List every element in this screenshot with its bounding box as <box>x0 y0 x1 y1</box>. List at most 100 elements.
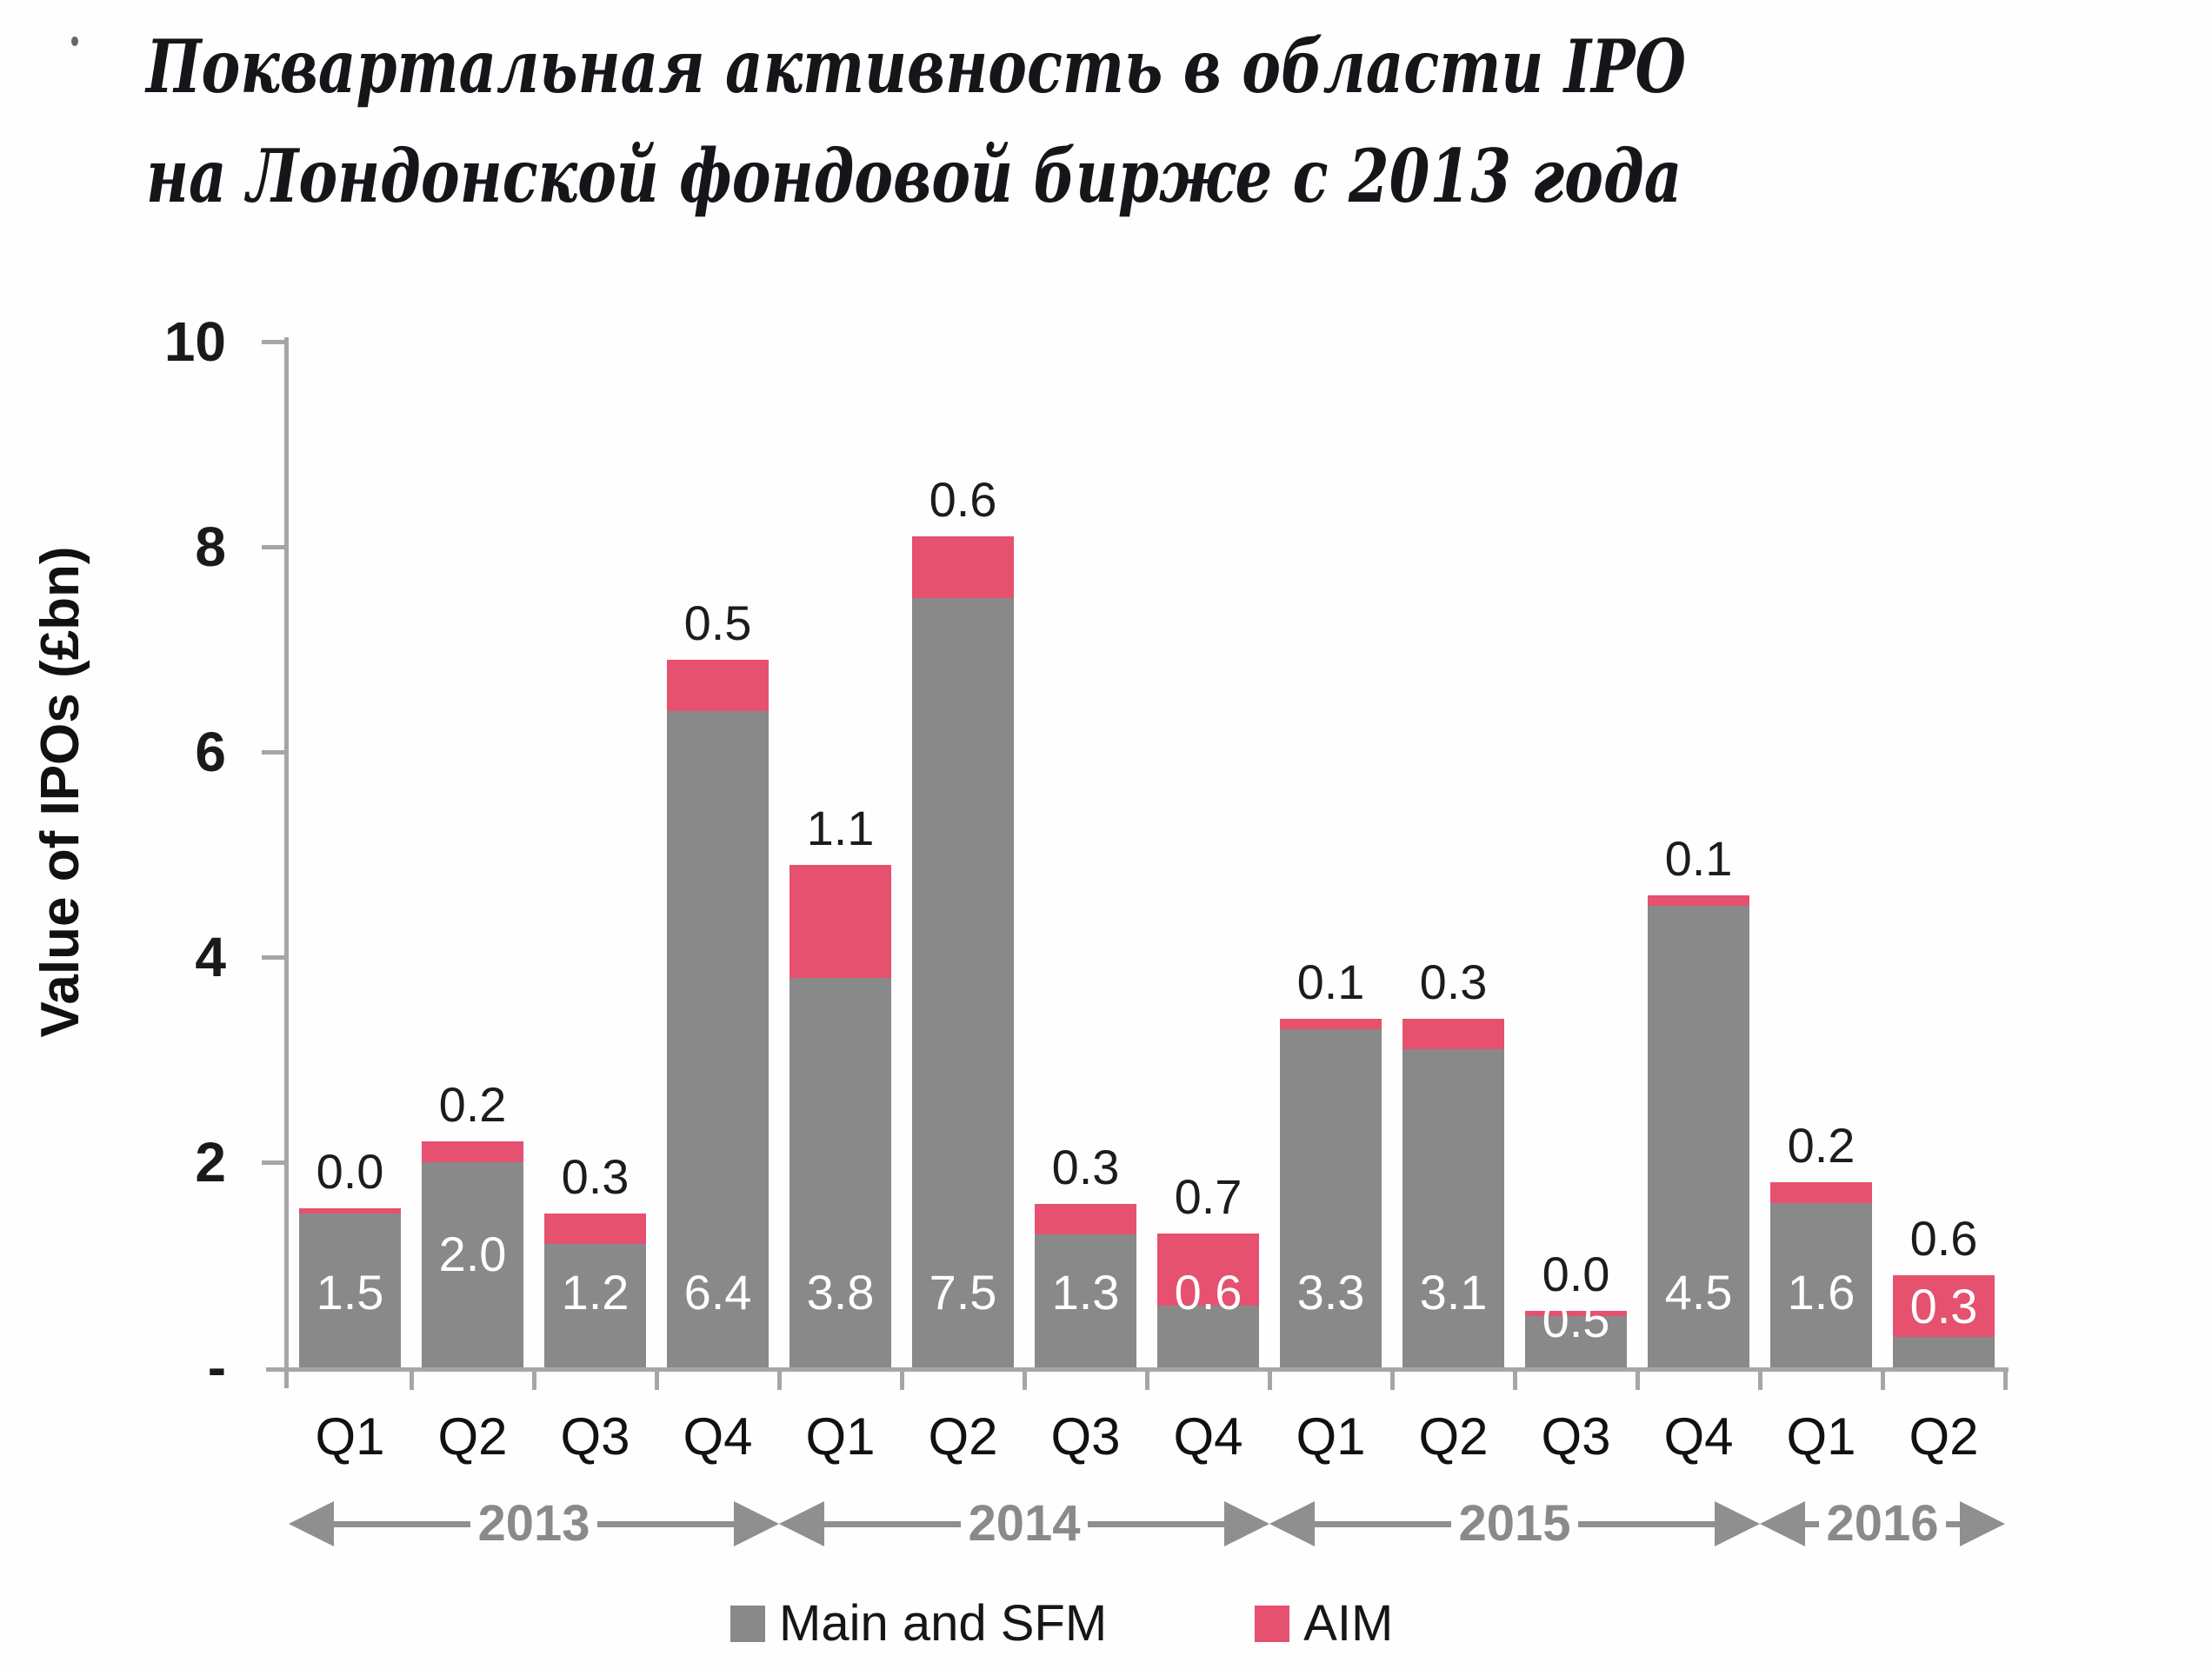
bar-aim-value-label: 1.1 <box>806 801 875 855</box>
bar-main-value-label: 6.4 <box>683 1265 752 1320</box>
x-axis-label: Q4 <box>1663 1407 1734 1466</box>
bar-aim-value-label: 0.1 <box>1296 954 1365 1009</box>
legend-swatch-icon <box>730 1606 765 1642</box>
bar-main-segment <box>790 978 891 1367</box>
bar-aim-segment <box>1770 1182 1872 1203</box>
y-axis-tick-label: 10 <box>163 310 226 373</box>
x-axis-label: Q3 <box>1050 1407 1121 1466</box>
x-axis-tick <box>1268 1367 1272 1390</box>
bar-aim-segment <box>299 1208 401 1214</box>
bar-aim-segment <box>1157 1233 1259 1306</box>
y-axis-tick <box>262 545 284 549</box>
bar-aim-segment <box>1280 1019 1382 1029</box>
x-axis-tick <box>2003 1367 2008 1390</box>
bar-main-value-label: 4.5 <box>1664 1265 1733 1320</box>
year-arrow-line <box>1577 1520 1715 1527</box>
y-axis-tick <box>262 955 284 960</box>
year-label: 2015 <box>1458 1495 1571 1552</box>
x-axis-line <box>266 1367 2009 1372</box>
bar-aim-segment <box>422 1141 523 1162</box>
year-arrow-line <box>1805 1520 1820 1527</box>
y-axis-tick <box>262 340 284 344</box>
x-axis-tick <box>1758 1367 1762 1390</box>
year-label: 2016 <box>1826 1495 1939 1552</box>
bar-main-value-label: 0.6 <box>1174 1265 1243 1320</box>
bar-main-value-label: 1.3 <box>1051 1265 1120 1320</box>
bar-main-segment <box>1648 906 1749 1367</box>
bar-aim-segment <box>912 536 1014 598</box>
chart-title-line1: Поквартальная активность в области IPO <box>146 23 1687 110</box>
year-range-2016: 2016 <box>1760 1495 2005 1552</box>
legend-label: Main and SFM <box>779 1595 1108 1652</box>
bar-main-segment <box>544 1244 646 1367</box>
x-axis-label: Q3 <box>560 1407 630 1466</box>
bar-main-value-label: 3.3 <box>1296 1265 1365 1320</box>
legend-item: Main and SFM <box>730 1599 1107 1649</box>
year-arrow-line <box>1087 1520 1224 1527</box>
x-axis-tick <box>1513 1367 1517 1390</box>
y-axis-tick <box>262 1160 284 1165</box>
bar-main-segment <box>912 598 1014 1367</box>
x-axis-tick <box>1636 1367 1640 1390</box>
bar-main-value-label: 3.8 <box>806 1265 875 1320</box>
y-axis-tick-label: 8 <box>195 515 226 578</box>
year-arrow-left-icon <box>779 1501 824 1546</box>
x-axis-label: Q2 <box>928 1407 998 1466</box>
bar-aim-segment <box>544 1214 646 1244</box>
x-axis-tick <box>1881 1367 1885 1390</box>
y-axis-tick-label: 2 <box>195 1131 226 1194</box>
chart-title: Поквартальная активность в области IPO н… <box>146 12 1686 231</box>
bar-aim-value-label: 0.5 <box>683 595 752 650</box>
legend-label: AIM <box>1303 1595 1394 1652</box>
bar-aim-value-label: 0.6 <box>1909 1211 1978 1266</box>
bar-aim-value-label: 0.3 <box>1051 1140 1120 1194</box>
bar-aim-value-label: 0.1 <box>1664 831 1733 886</box>
bar-aim-segment <box>667 660 769 711</box>
y-axis-tick-label: - <box>207 1336 226 1399</box>
year-arrow-line <box>334 1520 471 1527</box>
bar-main-segment <box>422 1162 523 1367</box>
bar-main-segment <box>1402 1049 1504 1367</box>
bar-aim-value-label: 0.2 <box>1787 1118 1856 1173</box>
x-axis-tick <box>900 1367 904 1390</box>
bar-aim-value-label: 0.0 <box>316 1144 384 1199</box>
y-axis-tick-label: 6 <box>195 721 226 783</box>
bar-main-value-label: 1.2 <box>561 1265 630 1320</box>
x-axis-tick <box>410 1367 414 1390</box>
year-arrow-left-icon <box>1269 1501 1315 1546</box>
x-axis-label: Q2 <box>437 1407 508 1466</box>
x-axis-label: Q2 <box>1909 1407 1979 1466</box>
x-axis-tick <box>532 1367 536 1390</box>
year-arrow-line <box>596 1520 734 1527</box>
x-axis-label: Q3 <box>1541 1407 1611 1466</box>
bar-main-value-label: 1.5 <box>316 1265 384 1320</box>
stray-dot-artifact <box>71 37 78 46</box>
bar-main-segment <box>299 1214 401 1367</box>
legend-item: AIM <box>1255 1599 1393 1649</box>
y-axis-line <box>284 337 289 1388</box>
bar-main-segment <box>1770 1203 1872 1367</box>
year-range-2014: 2014 <box>779 1499 1269 1549</box>
year-arrow-left-icon <box>289 1501 334 1546</box>
bar-main-value-label: 0.5 <box>1542 1293 1610 1347</box>
y-axis-tick <box>262 750 284 755</box>
bar-aim-value-label: 0.6 <box>929 472 997 527</box>
x-axis-label: Q1 <box>1296 1407 1366 1466</box>
chart-title-line2: на Лондонской фондовой бирже с 2013 года <box>146 133 1682 219</box>
x-axis-label: Q2 <box>1418 1407 1489 1466</box>
bar-aim-value-label: 0.2 <box>438 1077 507 1132</box>
year-arrow-line <box>1945 1520 1960 1527</box>
bar-aim-segment <box>1525 1311 1627 1316</box>
year-arrow-line <box>1315 1520 1452 1527</box>
y-axis-tick-label: 4 <box>195 926 226 988</box>
y-axis-title: Value of IPOs (£bn) <box>30 546 90 1038</box>
year-arrow-right-icon <box>1960 1501 2005 1546</box>
bar-main-segment <box>1893 1337 1995 1367</box>
bar-main-value-label: 0.3 <box>1909 1279 1978 1333</box>
bar-main-value-label: 2.0 <box>438 1227 507 1281</box>
bar-aim-segment <box>1893 1275 1995 1337</box>
x-axis-label: Q1 <box>315 1407 385 1466</box>
year-label: 2013 <box>477 1495 590 1552</box>
bar-main-segment <box>1157 1306 1259 1367</box>
